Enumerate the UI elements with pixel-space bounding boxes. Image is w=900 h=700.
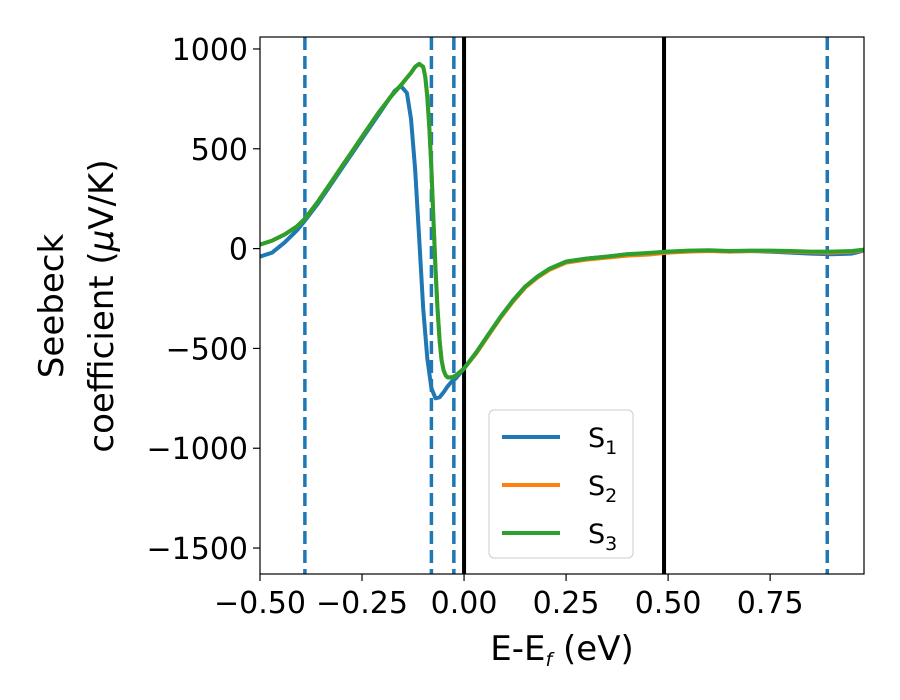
legend-label-s1: S1 [588, 423, 617, 459]
legend-box [488, 409, 634, 559]
legend: S1 S2 S3 [488, 409, 634, 559]
reference-lines [303, 37, 830, 574]
y-axis-label-line2: coefficient (μV/K) [82, 159, 122, 452]
x-tick-label: −0.25 [316, 586, 408, 621]
x-axis-ticks: −0.50 −0.25 0.00 0.25 0.50 0.75 [214, 574, 804, 621]
plot-frame [259, 36, 865, 575]
x-axis-label: E-Ef (eV) [490, 629, 633, 671]
x-tick-label: 0.75 [737, 586, 804, 621]
series-line-s3 [260, 61, 864, 380]
legend-label-s2: S2 [588, 471, 617, 507]
y-axis-ticks: 1000 500 0 −500 −1000 −1500 [147, 33, 260, 567]
y-tick-label: 0 [229, 233, 248, 268]
y-tick-label: −500 [166, 332, 248, 367]
series-lines [260, 61, 864, 401]
x-tick-label: 0.50 [635, 586, 702, 621]
y-tick-label: 1000 [172, 33, 248, 68]
y-tick-label: 500 [191, 133, 248, 168]
x-tick-label: −0.50 [214, 586, 306, 621]
x-tick-label: 0.25 [533, 586, 600, 621]
x-tick-label: 0.00 [431, 586, 498, 621]
y-axis-label-line1: Seebeck [32, 234, 72, 379]
y-tick-label: −1500 [147, 532, 248, 567]
legend-label-s3: S3 [588, 519, 617, 555]
y-tick-label: −1000 [147, 432, 248, 467]
